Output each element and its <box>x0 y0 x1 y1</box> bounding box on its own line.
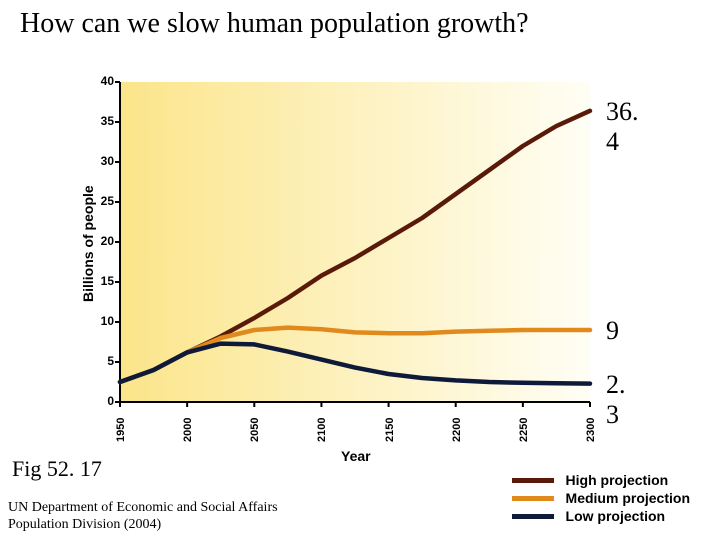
legend-swatch <box>512 496 554 501</box>
legend-swatch <box>512 478 554 483</box>
x-tick-label: 2300 <box>585 418 597 442</box>
legend-label: Low projection <box>566 508 666 524</box>
series-end-label: 2. 3 <box>606 370 626 430</box>
x-tick-label: 2050 <box>249 418 261 442</box>
y-tick-label: 10 <box>88 314 114 328</box>
page-title: How can we slow human population growth? <box>20 8 529 40</box>
x-tick-label: 2000 <box>182 418 194 442</box>
source-attribution: UN Department of Economic and Social Aff… <box>8 500 278 534</box>
legend: High projection Medium projection Low proj… <box>512 472 690 526</box>
x-axis-label: Year <box>341 448 371 464</box>
x-tick-label: 2250 <box>518 418 530 442</box>
y-tick-label: 30 <box>88 154 114 168</box>
series-end-label: 36. 4 <box>606 97 639 157</box>
source-line-2: Population Division (2004) <box>8 517 278 534</box>
legend-swatch <box>512 514 554 519</box>
y-tick-label: 35 <box>88 114 114 128</box>
source-line-1: UN Department of Economic and Social Aff… <box>8 500 278 517</box>
y-tick-label: 5 <box>88 354 114 368</box>
y-axis-label: Billions of people <box>80 185 96 302</box>
x-tick-label: 2150 <box>384 418 396 442</box>
legend-item: High projection <box>512 472 690 488</box>
series-end-label: 9 <box>606 316 619 346</box>
population-chart: 0510152025303540 19502000205021002150220… <box>60 72 620 442</box>
x-tick-label: 2100 <box>316 418 328 442</box>
y-tick-label: 0 <box>88 394 114 408</box>
y-tick-label: 40 <box>88 74 114 88</box>
figure-number: Fig 52. 17 <box>12 456 102 482</box>
legend-item: Low projection <box>512 508 690 524</box>
chart-svg <box>60 72 620 442</box>
x-tick-label: 1950 <box>115 418 127 442</box>
legend-label: Medium projection <box>566 490 690 506</box>
legend-item: Medium projection <box>512 490 690 506</box>
legend-label: High projection <box>566 472 669 488</box>
x-tick-label: 2200 <box>451 418 463 442</box>
